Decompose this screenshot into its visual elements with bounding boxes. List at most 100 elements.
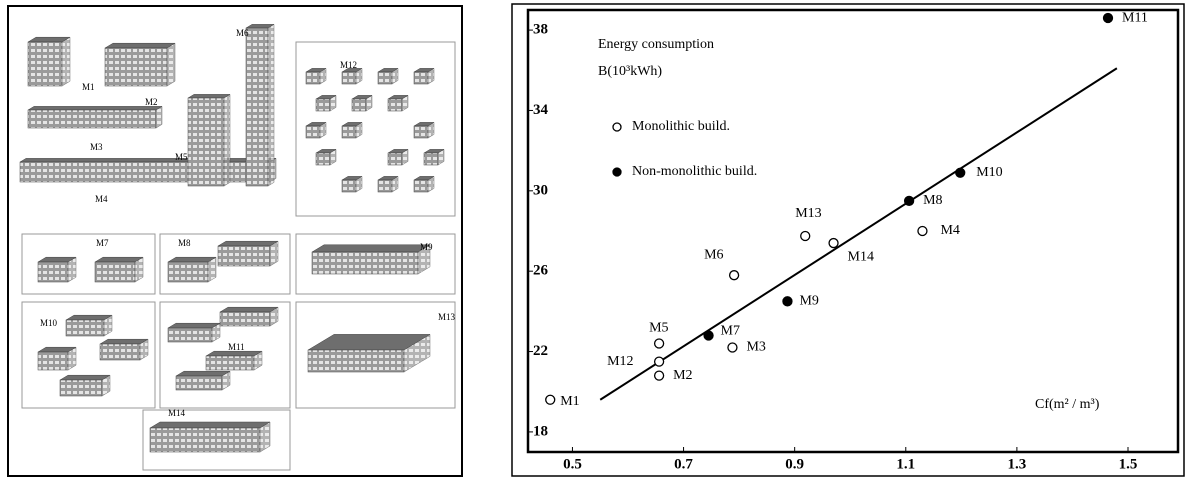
building-top xyxy=(149,421,271,429)
point-label: M10 xyxy=(976,165,1002,180)
point xyxy=(545,394,556,405)
building-side xyxy=(365,94,373,112)
building-top xyxy=(219,306,279,313)
building-front xyxy=(315,98,331,112)
building-side xyxy=(61,36,71,87)
building-side xyxy=(427,175,435,193)
building-label: M7 xyxy=(96,238,109,248)
building-front xyxy=(205,355,255,371)
building-front xyxy=(104,47,168,87)
building-side xyxy=(267,23,275,187)
building-label: M12 xyxy=(340,60,357,70)
building-front xyxy=(37,351,69,371)
building-front xyxy=(341,71,357,85)
building-label: M10 xyxy=(40,318,58,328)
point-label: M5 xyxy=(649,321,668,336)
x-tick-label: 1.1 xyxy=(896,456,915,472)
building-front xyxy=(307,349,405,373)
point xyxy=(828,237,839,249)
building-front xyxy=(245,27,269,187)
building-side xyxy=(355,121,363,139)
building-label: M14 xyxy=(168,408,186,418)
point xyxy=(800,230,811,242)
point xyxy=(653,338,665,349)
point-label: M12 xyxy=(607,354,633,369)
point xyxy=(703,330,714,341)
point-label: M9 xyxy=(799,294,818,309)
building-label: M5 xyxy=(175,152,188,162)
building-front xyxy=(377,179,393,193)
group-box xyxy=(142,409,291,471)
point-label: M3 xyxy=(746,340,765,355)
point xyxy=(728,270,740,281)
building-front xyxy=(37,261,69,283)
building-side xyxy=(166,42,176,87)
point-label: M8 xyxy=(923,193,942,208)
group-box xyxy=(295,233,456,295)
building-label: M2 xyxy=(145,97,158,107)
building-side xyxy=(355,175,363,193)
building-side xyxy=(259,421,271,453)
building-side xyxy=(67,346,77,371)
building-front xyxy=(413,125,429,139)
legend-marker xyxy=(612,167,622,177)
point-label: M4 xyxy=(940,223,959,238)
legend-label: Monolithic build. xyxy=(632,119,730,134)
building-front xyxy=(167,327,213,343)
y-axis-title: Energy consumption xyxy=(598,37,714,52)
building-side xyxy=(417,244,431,275)
building-side xyxy=(155,105,163,129)
building-side xyxy=(253,350,263,371)
building-top xyxy=(167,322,221,329)
y-tick-label: 22 xyxy=(533,343,548,359)
y-tick-label: 18 xyxy=(533,423,548,439)
building-side xyxy=(101,374,111,397)
point-label: M1 xyxy=(560,394,579,409)
building-side xyxy=(403,333,431,373)
building-front xyxy=(65,319,105,337)
building-front xyxy=(99,343,141,361)
x-axis-title: Cf(m² / m³) xyxy=(1035,397,1100,412)
building-label: M3 xyxy=(90,142,103,152)
plot-frame xyxy=(526,8,1180,454)
group-box xyxy=(21,301,156,409)
group-box xyxy=(159,233,291,295)
group-box xyxy=(159,301,291,409)
point xyxy=(653,356,665,367)
building-front xyxy=(311,251,419,275)
group-box xyxy=(295,41,456,217)
building-side xyxy=(269,240,279,267)
legend-label: Non-monolithic build. xyxy=(632,164,757,179)
building-side xyxy=(391,67,399,85)
building-side xyxy=(319,121,327,139)
building-side xyxy=(401,148,409,166)
building-front xyxy=(413,71,429,85)
building-label: M13 xyxy=(438,312,456,322)
building-side xyxy=(355,67,363,85)
building-front xyxy=(305,125,321,139)
group-box xyxy=(21,233,156,295)
point xyxy=(782,296,793,307)
building-label: M9 xyxy=(420,242,433,252)
building-front xyxy=(387,98,403,112)
building-side xyxy=(427,67,435,85)
x-tick-label: 1.5 xyxy=(1119,456,1138,472)
building-side xyxy=(103,314,113,337)
group-box xyxy=(295,301,456,409)
point xyxy=(1102,12,1114,24)
x-tick-label: 0.5 xyxy=(563,456,582,472)
building-label: M1 xyxy=(82,82,95,92)
building-side xyxy=(134,256,144,283)
y-tick-label: 34 xyxy=(533,102,549,118)
building-front xyxy=(219,311,271,327)
building-side xyxy=(427,121,435,139)
building-side xyxy=(139,338,149,361)
trend-line xyxy=(599,67,1118,401)
building-side xyxy=(211,322,221,343)
point xyxy=(955,167,966,178)
point xyxy=(917,225,928,237)
point xyxy=(653,370,665,381)
point-label: M6 xyxy=(704,247,723,262)
building-front xyxy=(413,179,429,193)
